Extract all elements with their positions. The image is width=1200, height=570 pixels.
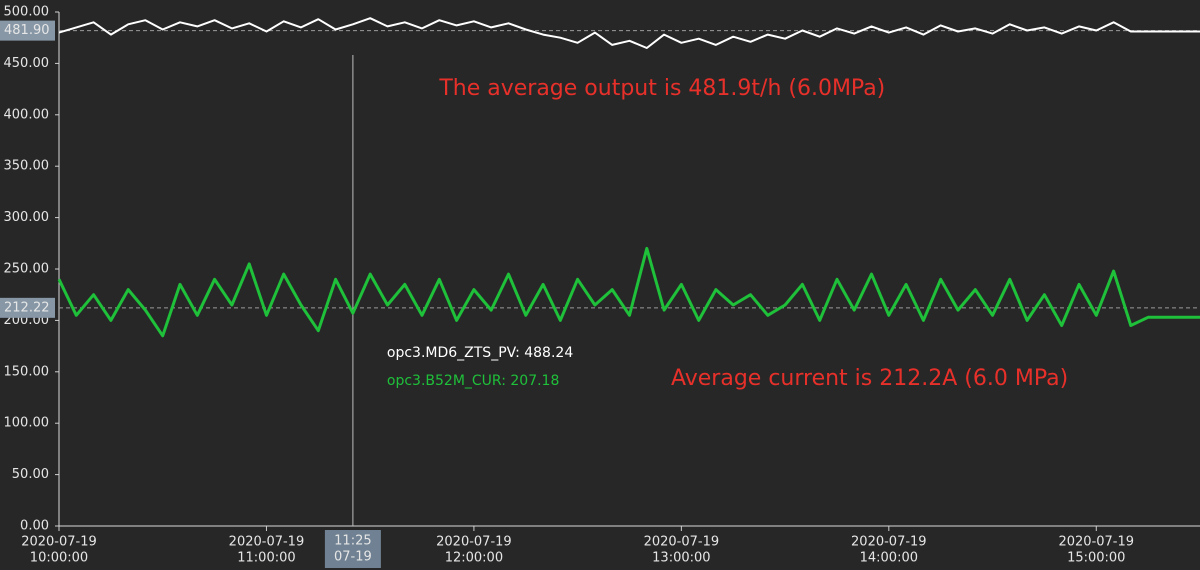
x-tick-label: 12:00:00: [445, 551, 503, 566]
x-tick-label: 2020-07-19: [229, 535, 305, 550]
y-tick-label: 450.00: [4, 56, 50, 71]
x-tick-label: 15:00:00: [1067, 551, 1125, 566]
cursor-label: 11:25: [334, 534, 371, 549]
x-tick-label: 2020-07-19: [1058, 535, 1134, 550]
series-line: [57, 246, 1200, 338]
x-tick-label: 2020-07-19: [436, 535, 512, 550]
tooltip-text: opc3.B52M_CUR: 207.18: [387, 373, 559, 389]
y-tick-label: 150.00: [4, 364, 50, 379]
x-tick-label: 2020-07-19: [21, 535, 97, 550]
annotation: Average current is 212.2A (6.0 MPa): [671, 366, 1068, 391]
y-tick-label: 400.00: [4, 107, 50, 122]
y-tick-label: 0.00: [20, 519, 49, 534]
y-tick-label: 50.00: [12, 467, 49, 482]
y-tick-label: 250.00: [4, 262, 50, 277]
y-tick-label: 350.00: [4, 159, 50, 174]
x-tick-label: 11:00:00: [237, 551, 295, 566]
x-tick-label: 2020-07-19: [851, 535, 927, 550]
y-tick-label: 500.00: [4, 5, 50, 20]
annotation: The average output is 481.9t/h (6.0MPa): [438, 76, 885, 101]
series-line: [58, 17, 1200, 49]
reference-label: 212.22: [4, 300, 50, 315]
x-tick-label: 14:00:00: [860, 551, 918, 566]
y-tick-label: 100.00: [4, 416, 50, 431]
y-tick-label: 300.00: [4, 210, 50, 225]
cursor-label-box: [324, 530, 381, 568]
cursor-label: 07-19: [334, 550, 372, 565]
x-tick-label: 10:00:00: [30, 551, 88, 566]
reference-label-box: [0, 297, 55, 318]
reference-label-box: [0, 20, 55, 41]
reference-label: 481.90: [4, 23, 50, 38]
x-tick-label: 13:00:00: [652, 551, 710, 566]
x-tick-label: 2020-07-19: [644, 535, 720, 550]
tooltip-text: opc3.MD6_ZTS_PV: 488.24: [387, 345, 573, 361]
